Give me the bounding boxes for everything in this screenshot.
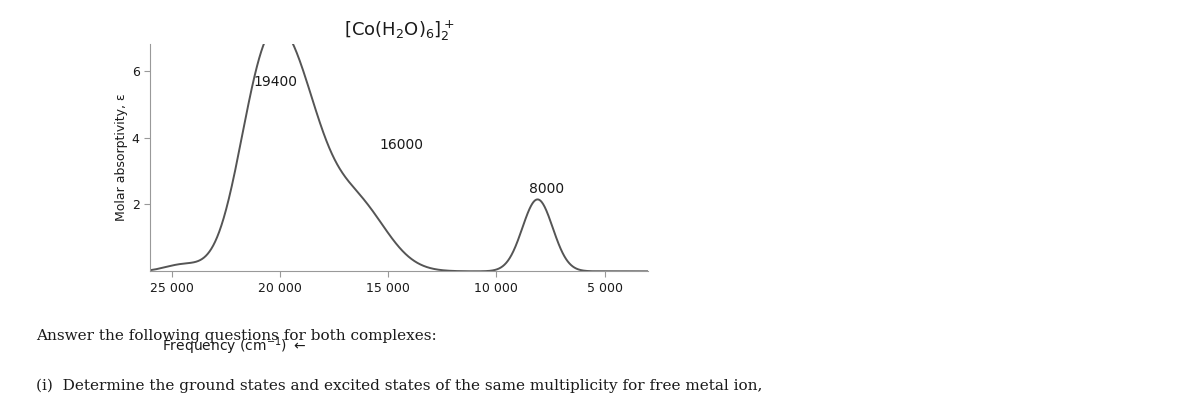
- Text: 8000: 8000: [529, 182, 564, 196]
- Text: 16000: 16000: [379, 138, 424, 152]
- Text: Answer the following questions for both complexes:: Answer the following questions for both …: [36, 329, 437, 343]
- Text: (i)  Determine the ground states and excited states of the same multiplicity for: (i) Determine the ground states and exci…: [36, 379, 762, 393]
- Text: Frequency (cm$^{-1}$) $\leftarrow$: Frequency (cm$^{-1}$) $\leftarrow$: [162, 335, 306, 357]
- Text: 19400: 19400: [253, 75, 298, 89]
- Title: $[\mathrm{Co(H_2O)_6}]_2^+$: $[\mathrm{Co(H_2O)_6}]_2^+$: [343, 19, 455, 43]
- Y-axis label: Molar absorptivity, ε: Molar absorptivity, ε: [114, 94, 127, 221]
